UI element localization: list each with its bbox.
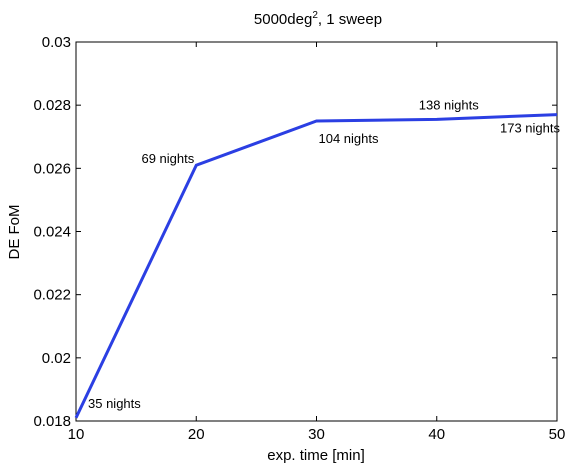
plot-frame [75,41,558,422]
x-tick-label: 40 [428,426,445,443]
x-tick-label: 30 [308,426,325,443]
series-line [74,113,558,419]
y-tick-label: 0.03 [42,34,71,51]
y-tick-label: 0.02 [42,350,71,367]
x-tick-label: 10 [68,426,85,443]
x-tick-label: 50 [549,426,566,443]
x-tick-label: 20 [188,426,205,443]
chart-title-base: 5000deg [254,11,312,28]
chart-title-rest: , 1 sweep [318,11,382,28]
plot-area: 10 20 30 40 50 0.018 0.02 0.022 0.024 0.026 0.028 0… [33,34,565,443]
data-annotation: 138 nights [419,97,479,112]
y-tick-label: 0.018 [33,413,71,430]
data-annotation: 35 nights [88,396,141,411]
y-axis-title: DE FoM [6,204,23,259]
data-annotation: 69 nights [141,151,194,166]
y-tick-label: 0.028 [33,97,71,114]
data-annotation: 173 nights [500,121,560,136]
y-tick-label: 0.022 [33,287,71,304]
chart-title: 5000deg2, 1 sweep [254,10,382,28]
data-annotation: 104 nights [319,131,379,146]
y-tick-label: 0.024 [33,224,71,241]
chart-title-superscript: 2 [312,10,318,21]
x-axis-title: exp. time [min] [267,447,365,464]
y-tick-label: 0.026 [33,160,71,177]
